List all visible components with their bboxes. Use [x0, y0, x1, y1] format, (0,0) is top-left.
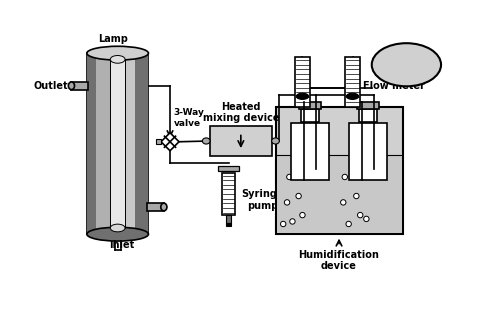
Bar	[302, 109, 319, 123]
Bar	[124, 53, 135, 234]
Ellipse shape	[202, 138, 210, 144]
Ellipse shape	[354, 193, 359, 199]
Text: Flow meter: Flow meter	[364, 81, 425, 91]
Polygon shape	[161, 133, 179, 151]
Ellipse shape	[161, 203, 167, 211]
Bar	[87, 53, 96, 234]
Ellipse shape	[300, 212, 305, 218]
Text: Heated
mixing device: Heated mixing device	[202, 102, 279, 123]
Bar	[295, 57, 310, 107]
Bar	[156, 139, 161, 145]
Text: Purified
air: Purified air	[383, 55, 430, 77]
Ellipse shape	[110, 55, 125, 63]
Bar	[345, 57, 360, 107]
Text: Inlet: Inlet	[109, 240, 134, 250]
Bar	[133, 53, 148, 234]
Bar	[348, 123, 387, 180]
Ellipse shape	[346, 93, 358, 100]
Bar	[110, 59, 125, 228]
Bar	[291, 123, 330, 180]
Ellipse shape	[68, 82, 74, 90]
Bar	[210, 126, 272, 156]
Bar	[359, 109, 376, 123]
Ellipse shape	[346, 221, 352, 227]
Text: Outlet: Outlet	[34, 81, 68, 91]
Ellipse shape	[342, 174, 347, 180]
Bar	[222, 173, 235, 215]
Text: Lamp: Lamp	[98, 34, 128, 63]
Ellipse shape	[87, 227, 148, 241]
Bar	[276, 107, 402, 234]
Ellipse shape	[358, 212, 363, 218]
Ellipse shape	[87, 46, 148, 60]
Bar	[147, 203, 164, 211]
Ellipse shape	[364, 216, 369, 221]
Bar	[226, 223, 231, 226]
Bar	[218, 166, 240, 171]
Ellipse shape	[290, 219, 295, 224]
Ellipse shape	[272, 138, 280, 144]
Ellipse shape	[284, 200, 290, 205]
Ellipse shape	[340, 200, 346, 205]
Bar	[226, 215, 231, 223]
Bar	[277, 155, 401, 232]
Bar	[72, 82, 88, 90]
Ellipse shape	[280, 221, 286, 227]
Text: Humidification
device: Humidification device	[298, 249, 380, 271]
Text: 3-Way
valve: 3-Way valve	[174, 108, 204, 128]
Ellipse shape	[296, 193, 302, 199]
Bar	[87, 53, 148, 234]
Ellipse shape	[372, 43, 441, 86]
Text: Syringe
pump: Syringe pump	[242, 189, 284, 211]
Ellipse shape	[296, 93, 308, 100]
Bar	[357, 102, 379, 109]
Ellipse shape	[286, 174, 292, 180]
Bar	[299, 102, 321, 109]
Ellipse shape	[110, 224, 125, 232]
